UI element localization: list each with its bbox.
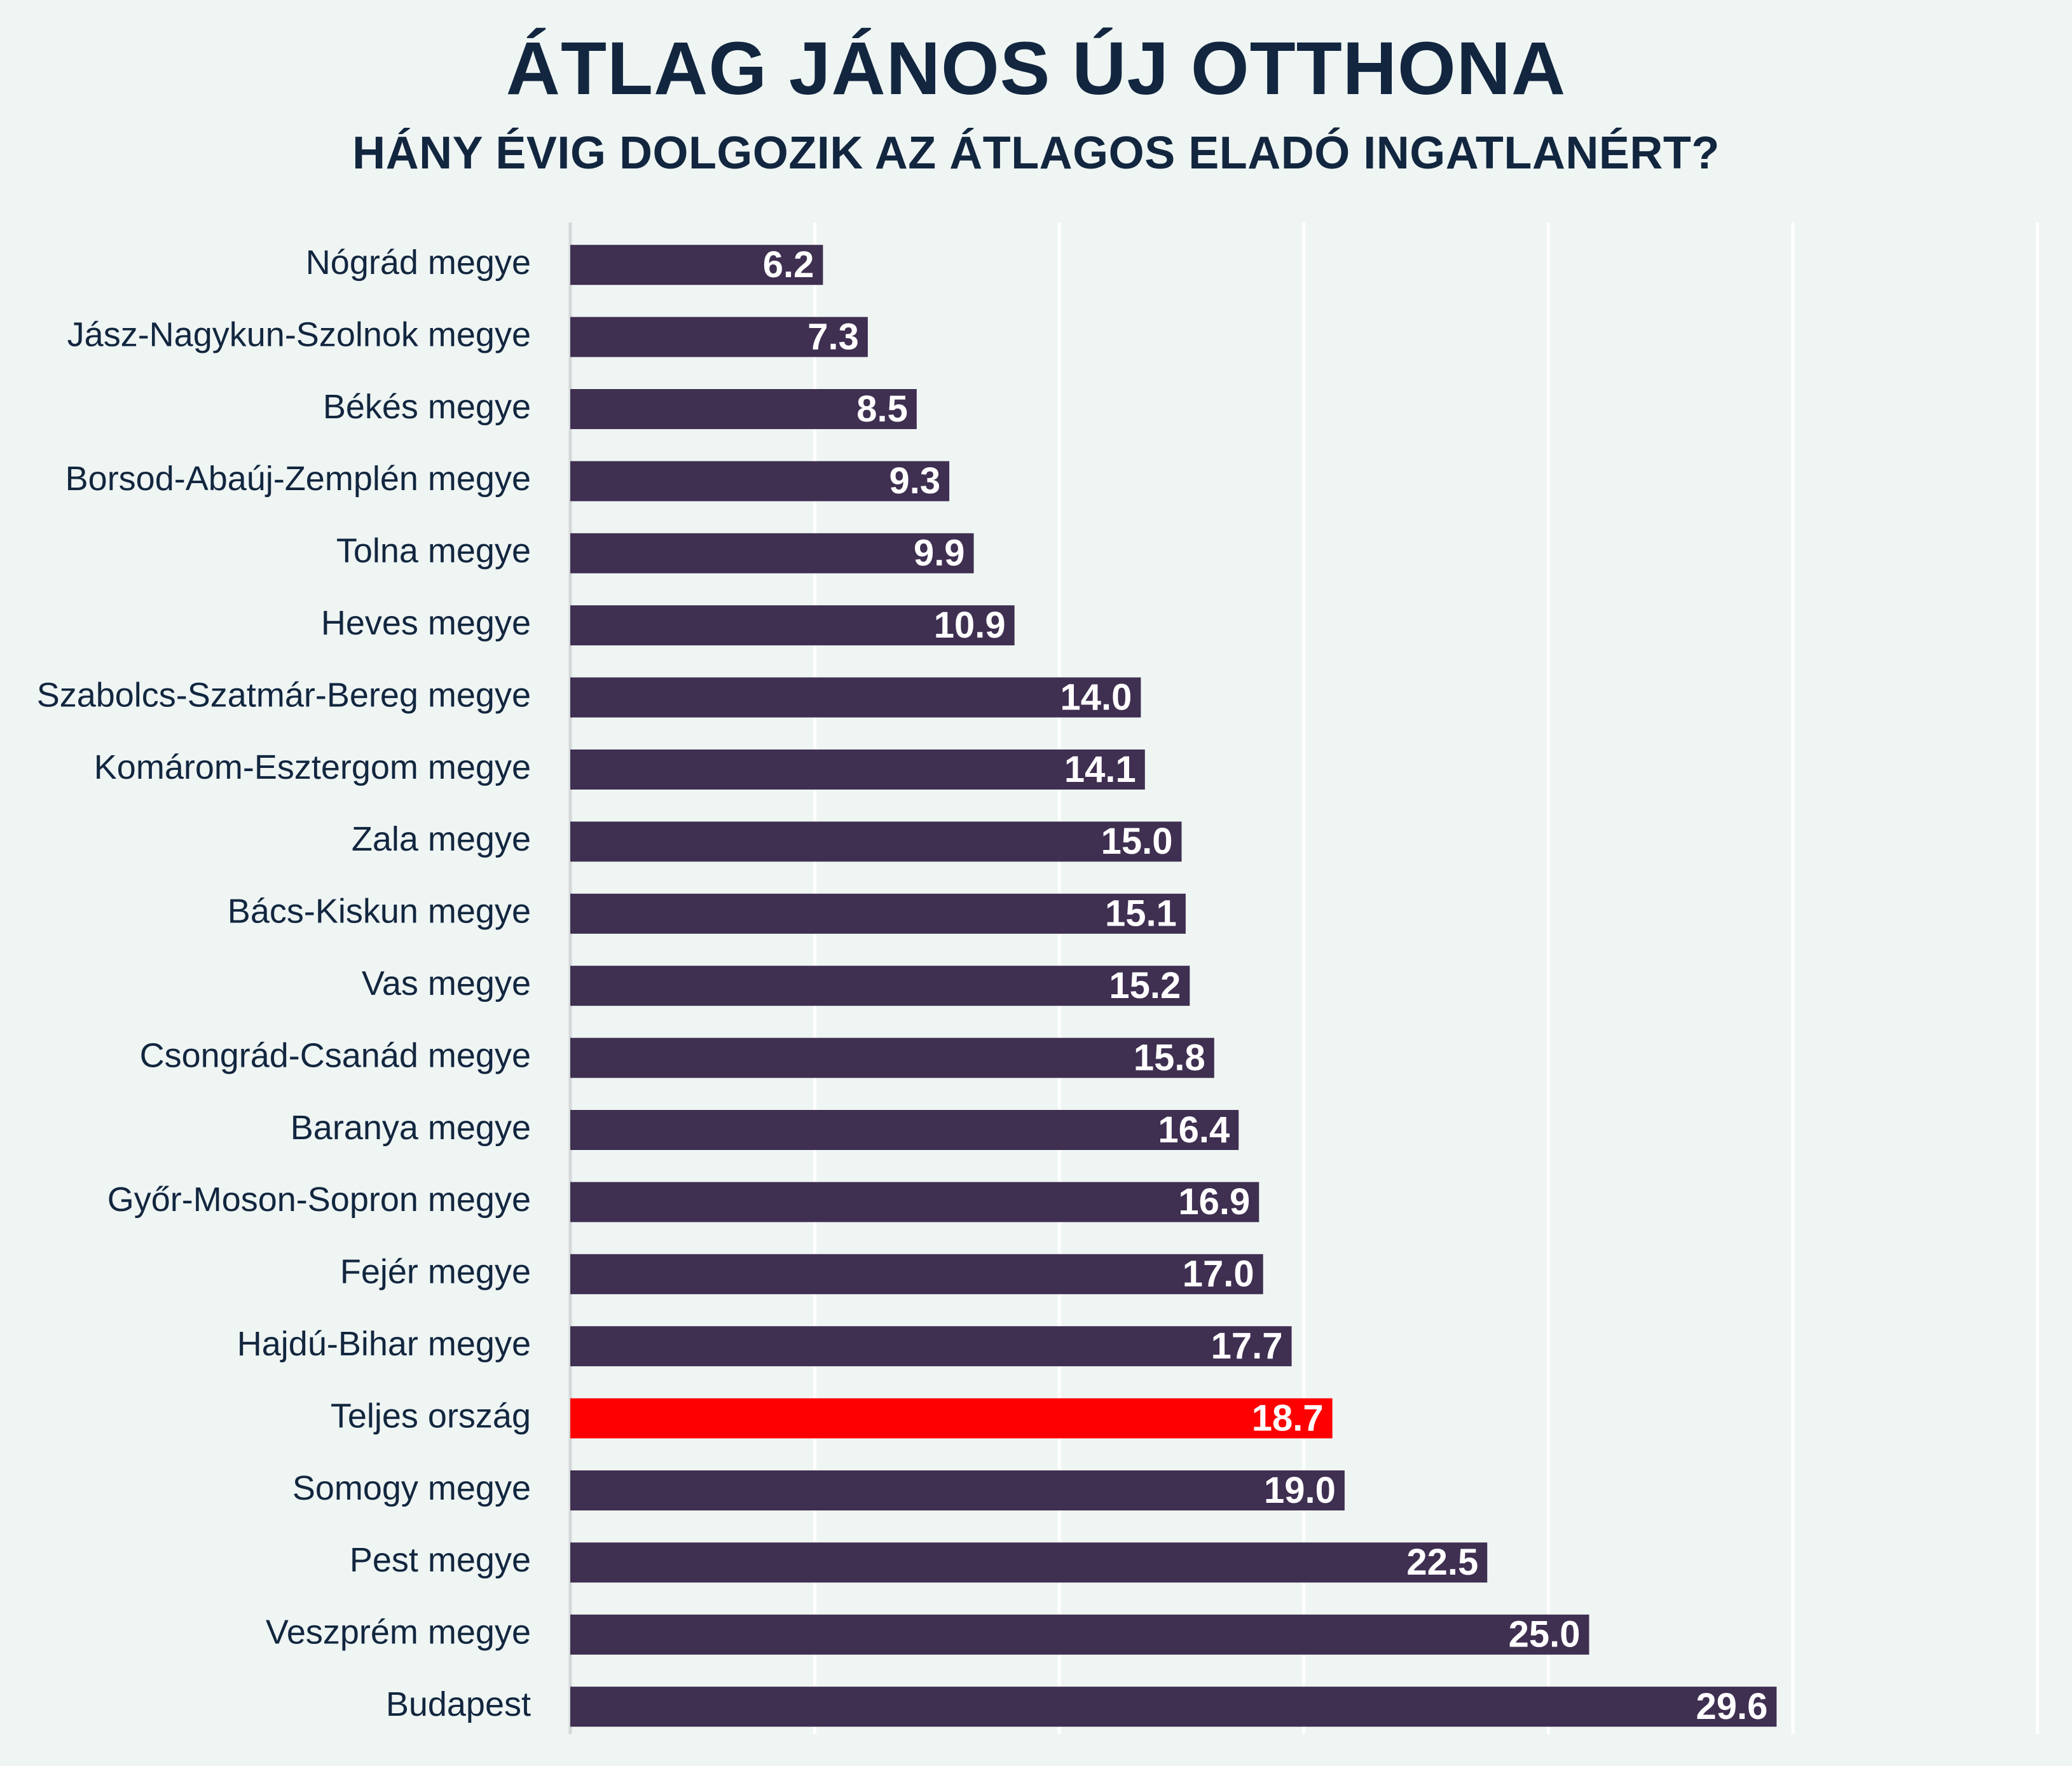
bar xyxy=(570,750,1145,790)
bar xyxy=(570,966,1190,1006)
bar xyxy=(570,1614,1589,1655)
bar xyxy=(570,1254,1263,1294)
data-label: 15.8 xyxy=(1134,1037,1205,1078)
data-label: 9.9 xyxy=(914,533,965,574)
data-label: 16.4 xyxy=(1158,1109,1230,1151)
bar xyxy=(570,1037,1214,1078)
bar xyxy=(570,1182,1259,1222)
bar xyxy=(570,1110,1239,1150)
data-label: 17.0 xyxy=(1183,1254,1254,1295)
bar xyxy=(570,893,1186,934)
bar xyxy=(570,821,1182,862)
category-label: Csongrád-Csanád megye xyxy=(140,1036,531,1074)
category-label: Fejér megye xyxy=(340,1253,531,1291)
bars xyxy=(570,245,1777,1727)
bar xyxy=(570,317,868,357)
category-label: Jász-Nagykun-Szolnok megye xyxy=(67,315,531,353)
data-label: 15.2 xyxy=(1109,965,1181,1006)
category-label: Vas megye xyxy=(362,964,531,1003)
bar xyxy=(570,533,974,573)
category-labels: Nógrád megye Jász-Nagykun-Szolnok megye Bé… xyxy=(37,243,531,1723)
bar xyxy=(570,461,950,502)
category-label: Teljes ország xyxy=(331,1397,531,1435)
category-label: Veszprém megye xyxy=(266,1613,531,1652)
bar xyxy=(570,389,917,429)
bar xyxy=(570,1326,1292,1367)
category-label: Békés megye xyxy=(323,388,531,426)
data-label: 15.1 xyxy=(1105,893,1177,934)
bar xyxy=(570,605,1015,646)
data-label: 15.0 xyxy=(1101,821,1173,862)
category-label: Heves megye xyxy=(321,604,531,642)
data-label: 7.3 xyxy=(807,316,859,357)
data-label: 14.0 xyxy=(1060,676,1132,718)
data-label: 18.7 xyxy=(1252,1397,1324,1439)
data-label: 6.2 xyxy=(763,244,814,285)
bar-highlight xyxy=(570,1398,1333,1439)
data-label: 25.0 xyxy=(1509,1614,1581,1655)
data-label: 9.3 xyxy=(889,460,940,502)
category-label: Tolna megye xyxy=(336,532,531,570)
bar xyxy=(570,245,823,285)
bar xyxy=(570,677,1141,718)
data-label: 14.1 xyxy=(1064,749,1136,790)
category-label: Komárom-Esztergom megye xyxy=(94,748,531,786)
chart-title: ÁTLAG JÁNOS ÚJ OTTHONA xyxy=(505,27,1567,111)
category-label: Szabolcs-Szatmár-Bereg megye xyxy=(37,676,531,714)
data-label: 22.5 xyxy=(1406,1542,1478,1583)
category-label: Borsod-Abaúj-Zemplén megye xyxy=(65,460,531,498)
bar xyxy=(570,1687,1777,1727)
category-label: Budapest xyxy=(386,1685,531,1723)
category-label: Baranya megye xyxy=(291,1109,531,1147)
data-label: 29.6 xyxy=(1696,1686,1767,1727)
category-label: Somogy megye xyxy=(292,1469,531,1507)
data-label: 19.0 xyxy=(1264,1470,1336,1511)
category-label: Hajdú-Bihar megye xyxy=(237,1325,531,1363)
data-label: 16.9 xyxy=(1178,1181,1250,1222)
data-label: 17.7 xyxy=(1211,1325,1283,1367)
bar xyxy=(570,1470,1345,1510)
data-label: 8.5 xyxy=(856,388,908,430)
category-label: Pest megye xyxy=(350,1541,531,1579)
category-label: Zala megye xyxy=(352,820,531,858)
bar xyxy=(570,1542,1488,1583)
data-label: 10.9 xyxy=(934,605,1006,646)
category-label: Győr-Moson-Sopron megye xyxy=(107,1181,531,1219)
chart-subtitle: HÁNY ÉVIG DOLGOZIK AZ ÁTLAGOS ELADÓ INGA… xyxy=(352,128,1720,179)
category-label: Nógrád megye xyxy=(306,243,531,282)
category-label: Bács-Kiskun megye xyxy=(228,893,531,931)
data-labels: 6.2 7.3 8.5 9.3 9.9 10.9 14.0 14.1 15.0 15.1 15.2 1… xyxy=(763,244,1768,1727)
